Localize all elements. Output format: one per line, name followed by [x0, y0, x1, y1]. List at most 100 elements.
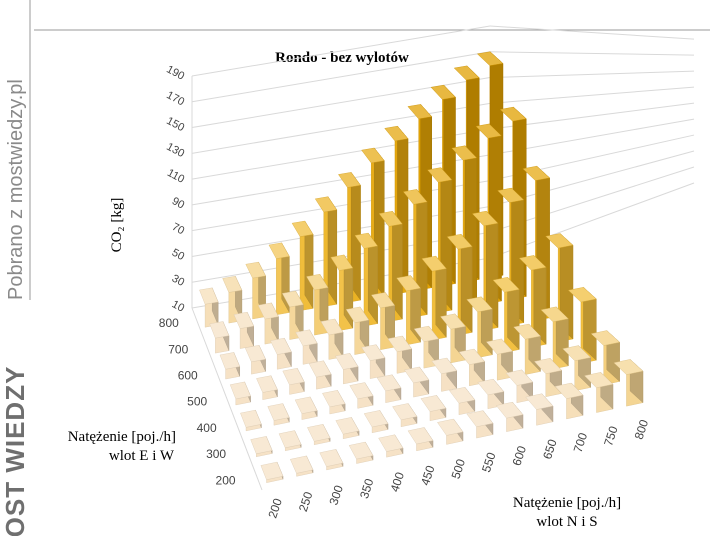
bar [440, 313, 466, 364]
bar [446, 233, 473, 336]
x-tick-label: 400 [388, 470, 408, 494]
bar [518, 254, 547, 348]
bar [348, 441, 374, 464]
bar [361, 343, 386, 379]
z-tick-label: 70 [170, 221, 186, 237]
bar [613, 358, 644, 407]
x-tick-label: 750 [601, 424, 621, 448]
side-wall-gridline [489, 51, 695, 56]
x-tick-label: 450 [418, 463, 438, 487]
bar [278, 430, 302, 452]
bar [354, 232, 378, 327]
bar [240, 409, 262, 432]
bar [319, 449, 344, 471]
x-tick-labels: 200 250 300 350 400 450 500 550 600 650 700 750 800 [265, 418, 651, 520]
bar [492, 276, 520, 353]
x-tick-label: 700 [571, 431, 591, 455]
bar [219, 352, 241, 380]
x-tick-label: 350 [357, 477, 377, 501]
bar [267, 403, 290, 426]
x-axis-label-line2: wlot N i S [536, 514, 597, 530]
bar [199, 287, 219, 328]
bar [513, 323, 541, 375]
bar [233, 311, 255, 349]
bar [584, 371, 614, 413]
bar [486, 338, 513, 381]
z-tick-label: 150 [164, 115, 186, 134]
back-wall-gridline [191, 25, 491, 77]
bar [392, 402, 418, 428]
y-tick-label: 200 [216, 473, 236, 487]
watermark: Pobrano z mostwiedzy.pl MOST WIEDZY [0, 0, 31, 536]
bar [290, 455, 314, 477]
bar [320, 318, 344, 360]
x-tick-label: 600 [510, 444, 530, 468]
y-tick-label: 500 [187, 395, 207, 409]
bar [466, 409, 494, 439]
bar [260, 461, 284, 483]
z-tick-label: 90 [170, 195, 186, 211]
z-tick-labels: 10 30 50 70 90 110 130 150 170 190 [164, 63, 186, 314]
z-tick-label: 110 [165, 167, 186, 186]
watermark-source: Pobrano z mostwiedzy.pl [5, 79, 27, 300]
bar [387, 335, 413, 374]
bar [322, 389, 346, 415]
x-tick-label: 200 [265, 496, 285, 520]
bar [294, 396, 318, 420]
bar [554, 382, 584, 420]
bar [567, 286, 597, 364]
side-wall-gridline [489, 86, 695, 104]
y-axis-label-line1: Natężenie [poj./h] [68, 429, 176, 445]
bar [314, 196, 338, 307]
bar [345, 306, 370, 355]
bar [335, 352, 359, 385]
bars [199, 51, 644, 483]
z-tick-label: 170 [164, 89, 186, 108]
bar [590, 330, 621, 385]
bar [534, 357, 563, 398]
bar [448, 386, 476, 416]
bar [402, 188, 428, 318]
y-tick-label: 700 [168, 342, 188, 356]
back-wall-gridline [191, 51, 491, 103]
bar [466, 296, 493, 358]
bar [378, 434, 404, 458]
bar [270, 337, 292, 370]
bar [308, 359, 332, 390]
bar [281, 290, 304, 340]
bar [295, 329, 318, 365]
bar [505, 369, 534, 404]
bar [431, 357, 458, 392]
bar [291, 220, 314, 311]
bar [437, 418, 464, 445]
y-tick-label: 300 [206, 447, 226, 461]
bar [376, 374, 402, 403]
y-tick-labels: 200 300 400 500 600 700 800 [159, 316, 236, 487]
x-tick-label: 250 [296, 490, 316, 514]
bar [407, 426, 434, 452]
floor-edge-left [191, 307, 263, 491]
bar [282, 367, 305, 395]
bar [229, 381, 251, 406]
y-tick-label: 400 [197, 421, 217, 435]
bar [306, 273, 329, 336]
z-tick-label: 130 [164, 141, 186, 160]
z-axis-label: CO₂ [kg] [109, 198, 125, 253]
z-tick-label: 50 [170, 247, 186, 263]
x-tick-label: 550 [479, 450, 499, 474]
back-wall-gridline [191, 128, 491, 180]
bar [256, 375, 278, 400]
bar [404, 366, 430, 398]
bar [349, 381, 374, 409]
bar [244, 345, 266, 375]
bar [245, 261, 266, 320]
bar [257, 302, 279, 345]
bar [477, 378, 505, 410]
side-wall-gridline [489, 70, 695, 79]
side-wall-gridline [489, 25, 695, 40]
bar [250, 436, 273, 458]
bar [495, 401, 524, 432]
x-tick-label: 500 [449, 457, 469, 481]
y-tick-label: 800 [159, 316, 179, 330]
z-tick-label: 190 [164, 63, 186, 82]
